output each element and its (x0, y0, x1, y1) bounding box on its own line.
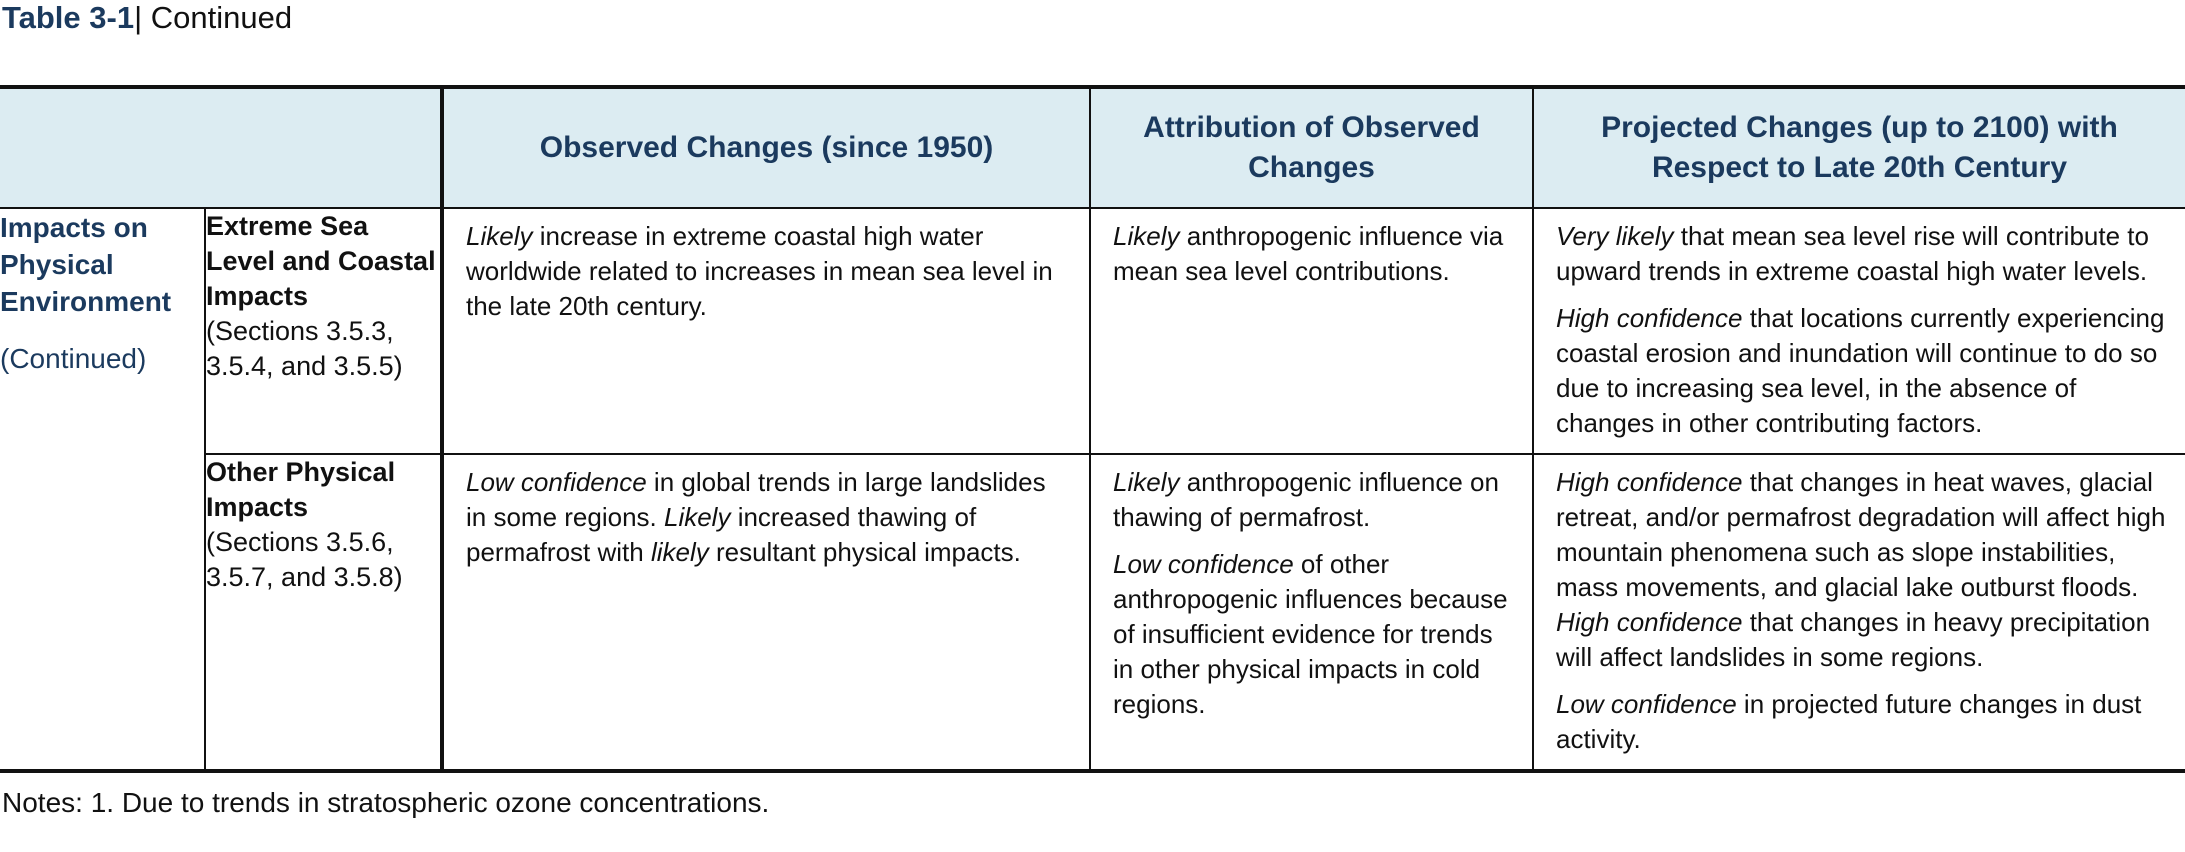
subcategory-cell: Other Physical Impacts (Sections 3.5.6, … (205, 454, 444, 773)
table-header-row: Observed Changes (since 1950) Attributio… (0, 85, 2185, 209)
caption-separator: | (134, 0, 143, 35)
header-attribution: Attribution of Observed Changes (1090, 85, 1534, 209)
observed-cell: Likely increase in extreme coastal high … (442, 208, 1091, 455)
table-row: Other Physical Impacts (Sections 3.5.6, … (0, 454, 2185, 773)
projected-cell: High confidence that changes in heat wav… (1533, 454, 2185, 773)
attribution-cell: Likely anthropogenic influence on thawin… (1090, 454, 1534, 773)
observed-cell: Low confidence in global trends in large… (442, 454, 1091, 773)
attribution-text: Likely anthropogenic influence via mean … (1113, 221, 1504, 286)
attribution-text: Likely anthropogenic influence on thawin… (1113, 467, 1499, 532)
header-blank-cell (0, 85, 444, 209)
table-notes: Notes: 1. Due to trends in stratospheric… (2, 787, 770, 818)
header-observed-changes: Observed Changes (since 1950) (442, 85, 1091, 209)
table-row: Impacts on Physical Environment (Continu… (0, 208, 2185, 773)
table-number: Table 3-1 (2, 0, 135, 35)
attribution-cell: Likely anthropogenic influence via mean … (1090, 208, 1534, 455)
projected-text: High confidence that locations currently… (1556, 303, 2165, 438)
observed-text: Low confidence in global trends in large… (466, 467, 1046, 567)
category-cell: Impacts on Physical Environment (Continu… (0, 208, 206, 773)
projected-text: Low confidence in projected future chang… (1556, 689, 2142, 754)
subcategory-sections: (Sections 3.5.3, 3.5.4, and 3.5.5) (206, 316, 403, 381)
category-note: (Continued) (0, 343, 147, 374)
attribution-text: Low confidence of other anthropogenic in… (1113, 549, 1508, 719)
category-title: Impacts on Physical Environment (0, 212, 172, 317)
subcategory-sections: (Sections 3.5.6, 3.5.7, and 3.5.8) (206, 527, 403, 592)
header-projected-changes: Projected Changes (up to 2100) with Resp… (1533, 85, 2185, 209)
caption-continued: Continued (142, 0, 293, 35)
observed-text: Likely increase in extreme coastal high … (466, 221, 1053, 321)
projected-text: High confidence that changes in heat wav… (1556, 467, 2166, 672)
subcategory-title: Extreme Sea Level and Coastal Impacts (206, 211, 436, 311)
subcategory-cell: Extreme Sea Level and Coastal Impacts (S… (205, 208, 444, 455)
table-caption: Table 3-1| Continued (2, 0, 292, 36)
subcategory-title: Other Physical Impacts (206, 457, 396, 522)
impacts-table: Observed Changes (since 1950) Attributio… (0, 85, 2185, 773)
projected-cell: Very likely that mean sea level rise wil… (1533, 208, 2185, 455)
projected-text: Very likely that mean sea level rise wil… (1556, 221, 2149, 286)
